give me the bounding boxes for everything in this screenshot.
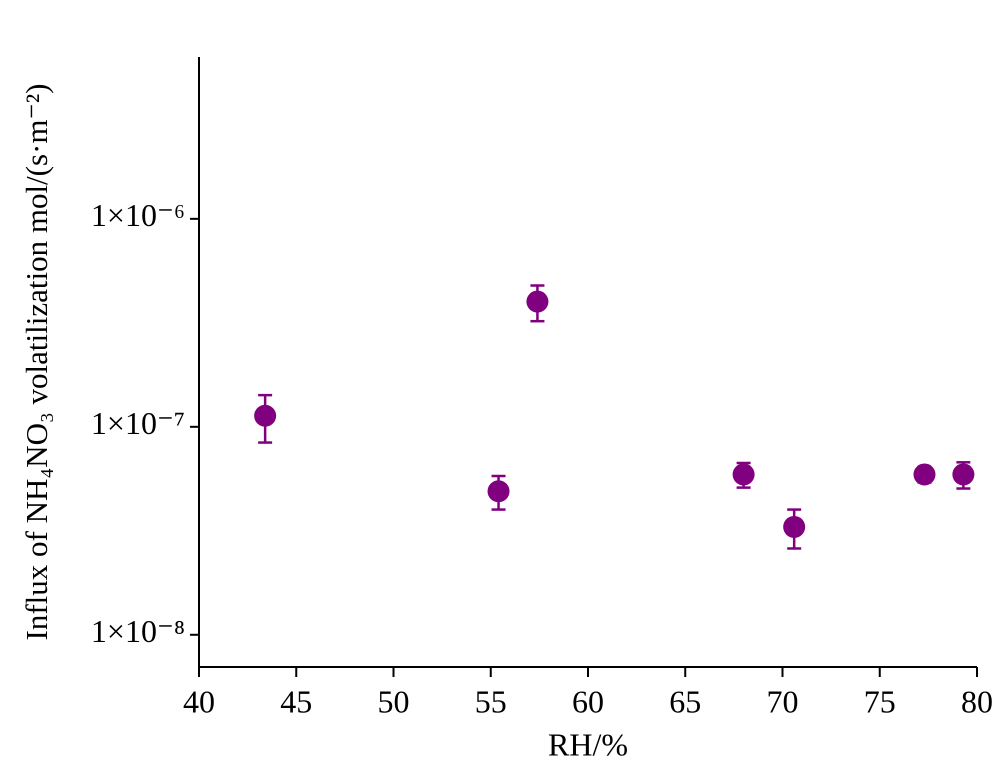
point <box>526 290 549 313</box>
x-tick-label: 60 <box>572 683 604 719</box>
x-tick-label: 50 <box>378 683 410 719</box>
point <box>487 480 510 503</box>
point <box>783 515 806 538</box>
x-tick-label: 55 <box>475 683 507 719</box>
y-axis-label: Influx of NH₄NO₃ volatilization mol/(s·m… <box>19 84 54 641</box>
point <box>732 463 755 486</box>
y-tick-label: 1×10⁻⁸ <box>91 613 185 649</box>
y-tick-label: 1×10⁻⁶ <box>91 197 185 233</box>
x-axis-label: RH/% <box>548 726 628 762</box>
x-tick-label: 40 <box>183 683 215 719</box>
y-tick-label: 1×10⁻⁷ <box>91 405 185 441</box>
point <box>254 404 277 427</box>
x-tick-label: 45 <box>280 683 312 719</box>
point <box>952 463 975 486</box>
x-tick-label: 75 <box>864 683 896 719</box>
x-tick-label: 65 <box>669 683 701 719</box>
x-tick-label: 70 <box>767 683 799 719</box>
point <box>913 463 936 486</box>
x-tick-label: 80 <box>961 683 993 719</box>
